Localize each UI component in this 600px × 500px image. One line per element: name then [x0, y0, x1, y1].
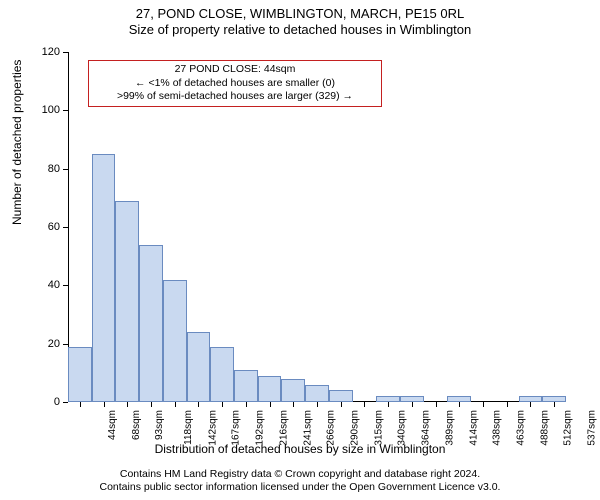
x-tick-label: 93sqm [154, 410, 165, 440]
x-tick-mark [412, 402, 413, 407]
y-tick-label: 80 [30, 163, 60, 175]
x-tick-mark [483, 402, 484, 407]
x-tick-mark [293, 402, 294, 407]
footer-line: Contains HM Land Registry data © Crown c… [0, 468, 600, 481]
histogram-bar [258, 376, 282, 402]
x-tick-mark [507, 402, 508, 407]
x-tick-label: 241sqm [302, 410, 313, 446]
annotation-box: 27 POND CLOSE: 44sqm ← <1% of detached h… [88, 60, 382, 107]
x-tick-label: 118sqm [183, 410, 194, 445]
y-tick-label: 100 [30, 104, 60, 116]
y-axis-label: Number of detached properties [10, 60, 24, 225]
x-tick-mark [554, 402, 555, 407]
y-tick-mark [63, 402, 68, 403]
x-tick-mark [104, 402, 105, 407]
x-tick-mark [436, 402, 437, 407]
x-tick-mark [80, 402, 81, 407]
annotation-line: >99% of semi-detached houses are larger … [95, 90, 375, 104]
annotation-line: ← <1% of detached houses are smaller (0) [95, 77, 375, 91]
x-tick-mark [151, 402, 152, 407]
x-tick-label: 315sqm [373, 410, 384, 446]
x-tick-label: 167sqm [231, 410, 242, 446]
x-tick-label: 216sqm [278, 410, 289, 446]
x-tick-mark [198, 402, 199, 407]
x-tick-mark [246, 402, 247, 407]
histogram-bar [305, 385, 329, 403]
histogram-bar [210, 347, 234, 402]
y-tick-label: 40 [30, 279, 60, 291]
x-tick-label: 488sqm [539, 410, 550, 446]
x-tick-label: 142sqm [207, 410, 218, 446]
x-tick-label: 389sqm [444, 410, 455, 446]
x-tick-label: 290sqm [350, 410, 361, 446]
y-tick-label: 20 [30, 338, 60, 350]
x-tick-mark [364, 402, 365, 407]
footer-attribution: Contains HM Land Registry data © Crown c… [0, 468, 600, 494]
y-tick-mark [63, 344, 68, 345]
x-tick-label: 512sqm [563, 410, 574, 446]
x-tick-mark [341, 402, 342, 407]
x-tick-mark [222, 402, 223, 407]
footer-line: Contains public sector information licen… [0, 481, 600, 494]
x-tick-mark [270, 402, 271, 407]
y-tick-mark [63, 110, 68, 111]
x-tick-label: 463sqm [516, 410, 527, 446]
y-tick-label: 120 [30, 46, 60, 58]
annotation-line: 27 POND CLOSE: 44sqm [95, 63, 375, 77]
histogram-bar [281, 379, 305, 402]
x-tick-label: 340sqm [397, 410, 408, 446]
histogram-bar [115, 201, 139, 402]
histogram-bar [234, 370, 258, 402]
x-tick-label: 438sqm [492, 410, 503, 446]
x-tick-label: 44sqm [107, 410, 118, 440]
histogram-bar [92, 154, 116, 402]
y-tick-label: 60 [30, 221, 60, 233]
x-tick-mark [388, 402, 389, 407]
x-tick-mark [175, 402, 176, 407]
y-tick-mark [63, 52, 68, 53]
y-tick-label: 0 [30, 396, 60, 408]
histogram-bar [187, 332, 211, 402]
x-tick-label: 266sqm [326, 410, 337, 446]
x-tick-mark [459, 402, 460, 407]
x-tick-mark [530, 402, 531, 407]
x-tick-label: 192sqm [255, 410, 266, 446]
chart-subtitle: Size of property relative to detached ho… [0, 22, 600, 38]
x-tick-mark [317, 402, 318, 407]
x-tick-label: 537sqm [587, 410, 598, 446]
plot-area: 020406080100120 44sqm68sqm93sqm118sqm142… [68, 52, 566, 402]
x-tick-label: 364sqm [421, 410, 432, 446]
histogram-bar [329, 390, 353, 402]
x-tick-label: 414sqm [468, 410, 479, 446]
x-axis-label: Distribution of detached houses by size … [0, 442, 600, 456]
chart-container: { "chart": { "type": "histogram", "title… [0, 0, 600, 500]
histogram-bar [68, 347, 92, 402]
y-tick-mark [63, 285, 68, 286]
y-tick-mark [63, 169, 68, 170]
chart-title-line1: 27, POND CLOSE, WIMBLINGTON, MARCH, PE15… [0, 0, 600, 22]
histogram-bar [139, 245, 163, 403]
histogram-bar [163, 280, 187, 403]
y-tick-mark [63, 227, 68, 228]
x-tick-label: 68sqm [131, 410, 142, 440]
x-tick-mark [127, 402, 128, 407]
